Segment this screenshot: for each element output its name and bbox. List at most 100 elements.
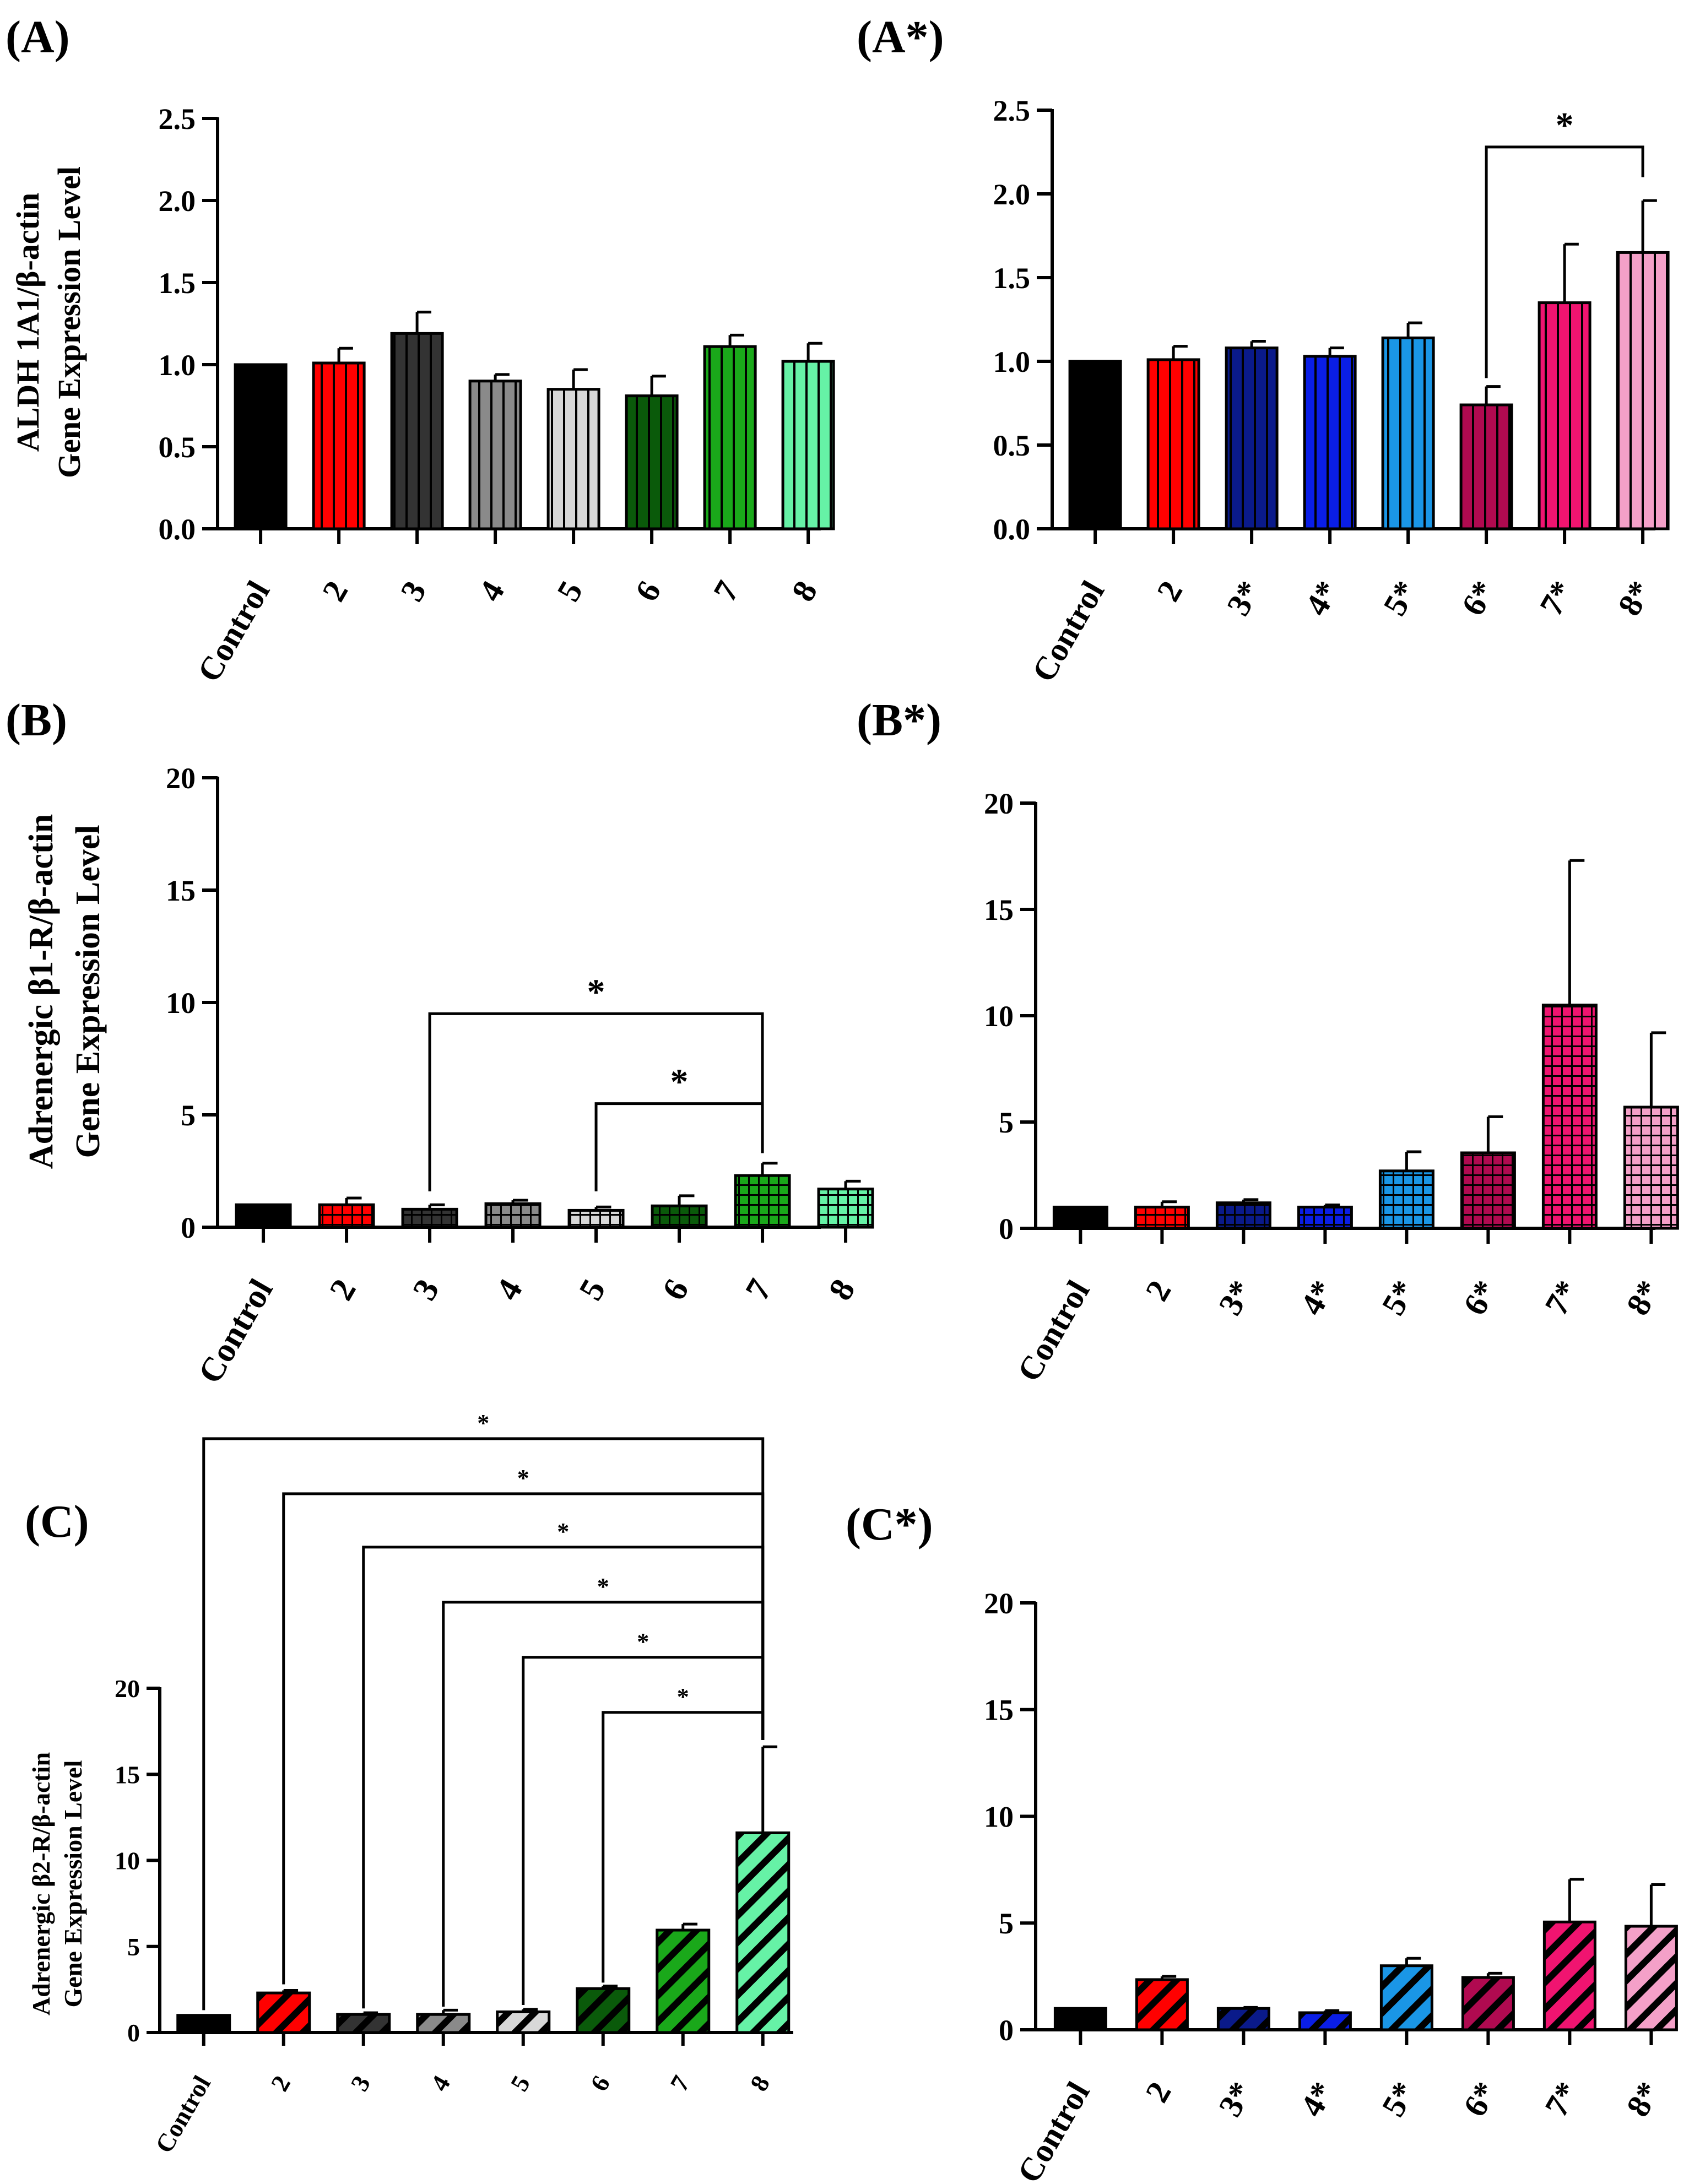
y-tick-label: 5	[181, 1099, 196, 1132]
x-tick-label: 4*	[1293, 2076, 1341, 2123]
x-tick-label: 2	[315, 575, 355, 608]
significance-label: *	[677, 1683, 689, 1710]
y-tick-label: 10	[984, 1000, 1014, 1033]
x-tick-label: 5*	[1376, 575, 1424, 622]
x-tick-label: 8	[745, 2071, 776, 2096]
bar	[1459, 403, 1513, 530]
bar	[484, 1202, 542, 1229]
y-tick-label: 1.0	[159, 349, 196, 382]
bar	[703, 345, 757, 530]
significance-label: *	[477, 1410, 489, 1437]
x-tick-label: 6	[585, 2071, 616, 2096]
y-tick-label: 5	[999, 1106, 1014, 1139]
bar	[1379, 1964, 1433, 2031]
x-tick-label: 7*	[1533, 575, 1580, 622]
y-tick-label: 15	[115, 1760, 140, 1789]
significance-label: *	[557, 1518, 569, 1545]
y-tick-label: 0	[127, 2019, 140, 2047]
bar	[235, 1203, 292, 1229]
x-tick-label: 2	[1139, 1275, 1178, 1307]
y-tick-label: 0.5	[993, 429, 1031, 462]
significance-bracket	[522, 1656, 765, 2005]
x-tick-label: 5*	[1375, 1275, 1423, 1321]
bar	[567, 1208, 625, 1229]
panel-label: (C)	[25, 1496, 89, 1547]
x-tick-label: 4	[472, 575, 511, 608]
significance-bracket	[594, 1102, 764, 1191]
x-tick-label: Control	[191, 575, 277, 688]
significance-label: *	[597, 1573, 609, 1600]
x-tick-label: Control	[150, 2071, 216, 2158]
x-tick-label: 7	[738, 1273, 779, 1307]
significance-label: *	[670, 1062, 689, 1102]
x-tick-label: 3*	[1212, 1275, 1260, 1321]
bar	[1146, 358, 1200, 530]
significance-bracket	[428, 1012, 764, 1191]
y-tick-label: 20	[115, 1674, 140, 1703]
bar	[336, 2013, 391, 2034]
x-tick-label: 6	[655, 1273, 696, 1307]
bar	[390, 332, 444, 530]
bar	[1053, 2007, 1107, 2031]
x-tick-label: 3	[393, 575, 433, 608]
y-tick-label: 0	[181, 1211, 196, 1244]
x-tick-label: 4	[425, 2071, 456, 2096]
significance-bracket	[602, 1711, 765, 1983]
significance-label: *	[1556, 105, 1574, 145]
x-tick-label: 5*	[1375, 2076, 1423, 2123]
bar	[416, 2013, 471, 2034]
chart-panel-2: (B) Adrenergic β1-R/β-actin Gene Expressio…	[6, 695, 874, 1390]
y-tick-label: 15	[984, 1694, 1014, 1727]
chart-panel-0: (A) ALDH 1A1/β-actin Gene Expression Level…	[6, 12, 835, 688]
x-tick-label: 8*	[1620, 2076, 1668, 2123]
y-axis-title: Gene Expression Level	[51, 166, 87, 478]
x-tick-label: 2	[1139, 2076, 1178, 2109]
bar	[1052, 1205, 1108, 1230]
x-tick-label: 6	[628, 575, 668, 608]
y-axis-title: ALDH 1A1/β-actin	[10, 193, 46, 452]
bar	[576, 1987, 631, 2034]
y-tick-label: 0	[999, 1212, 1014, 1245]
panel-label: (C*)	[846, 1499, 933, 1550]
y-tick-label: 2.5	[993, 94, 1031, 127]
bar	[234, 363, 288, 530]
panel-label: (B*)	[857, 695, 941, 746]
bar	[1616, 251, 1670, 530]
x-tick-label: Control	[1025, 575, 1112, 688]
x-tick-label: 6*	[1454, 575, 1502, 622]
x-tick-label: 8	[784, 575, 824, 608]
bar	[256, 1991, 311, 2034]
y-tick-label: 2.5	[159, 102, 196, 136]
x-tick-label: 7	[706, 575, 746, 608]
y-axis-title: Adrenergic β1-R/β-actin	[23, 814, 60, 1169]
bar	[1541, 1004, 1598, 1230]
x-tick-label: 4*	[1293, 1275, 1341, 1321]
bar	[817, 1188, 874, 1229]
y-tick-label: 1.5	[993, 262, 1031, 295]
bar	[1135, 1978, 1189, 2031]
x-tick-label: 4*	[1298, 575, 1346, 622]
y-tick-label: 5	[999, 1907, 1014, 1940]
x-tick-label: Control	[1010, 2076, 1097, 2184]
bar	[1381, 336, 1435, 530]
x-tick-label: 3	[405, 1273, 446, 1307]
y-tick-label: 2.0	[159, 185, 196, 218]
bar	[1303, 355, 1357, 530]
bar	[1298, 2011, 1352, 2031]
y-tick-label: 10	[115, 1847, 140, 1875]
y-tick-label: 0.0	[159, 513, 196, 546]
bar	[318, 1203, 375, 1229]
bar	[1068, 360, 1122, 530]
bar	[1134, 1205, 1190, 1230]
x-tick-label: Control	[191, 1273, 280, 1390]
significance-label: *	[587, 972, 605, 1012]
y-axis-title: Adrenergic β2-R/β-actin	[27, 1752, 55, 2015]
bar	[468, 380, 522, 530]
bar	[1216, 2007, 1270, 2031]
y-tick-label: 2.0	[993, 178, 1031, 211]
y-tick-label: 0.5	[159, 431, 196, 464]
y-tick-label: 0	[999, 2014, 1014, 2047]
y-tick-label: 10	[984, 1800, 1014, 1833]
x-tick-label: Control	[1010, 1275, 1097, 1388]
bar	[1378, 1169, 1434, 1230]
